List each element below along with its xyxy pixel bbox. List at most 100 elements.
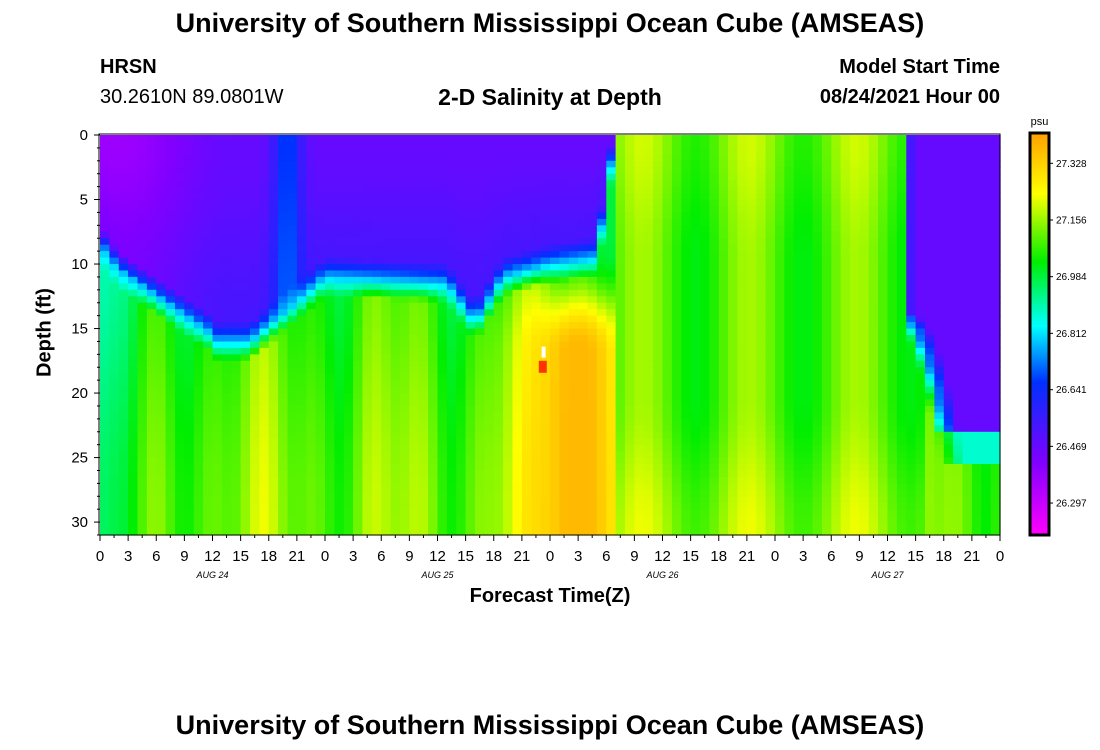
heatmap-cell [512, 360, 523, 368]
heatmap-cell [334, 509, 345, 517]
heatmap-cell [446, 335, 457, 343]
heatmap-cell [371, 212, 382, 220]
heatmap-cell [512, 251, 523, 259]
heatmap-cell [212, 528, 223, 536]
heatmap-cell [700, 218, 710, 226]
heatmap-cell [287, 147, 298, 155]
heatmap-cell [212, 199, 223, 207]
heatmap-cell [268, 147, 279, 155]
heatmap-cell [390, 193, 401, 201]
heatmap-cell [578, 199, 589, 207]
heatmap-cell [831, 328, 842, 336]
heatmap-cell [812, 451, 823, 459]
heatmap-cell [446, 154, 457, 162]
heatmap-cell [596, 270, 607, 278]
heatmap-cell [718, 489, 729, 497]
heatmap-cell [137, 173, 148, 181]
heatmap-cell [625, 231, 635, 239]
heatmap-cell [550, 373, 560, 381]
heatmap-cell [100, 451, 110, 459]
heatmap-cell [700, 360, 710, 368]
heatmap-cell [775, 496, 785, 504]
heatmap-cell [231, 141, 242, 149]
heatmap-cell [353, 173, 364, 181]
heatmap-cell [531, 322, 542, 330]
heatmap-cell [437, 341, 448, 349]
heatmap-cell [671, 335, 682, 343]
heatmap-cell [268, 418, 279, 426]
heatmap-cell [475, 186, 485, 194]
heatmap-cell [784, 341, 795, 349]
heatmap-cell [728, 276, 739, 284]
heatmap-cell [578, 386, 589, 394]
heatmap-cell [128, 309, 139, 317]
heatmap-cell [793, 180, 804, 188]
heatmap-cell [268, 160, 279, 168]
heatmap-cell [212, 457, 223, 465]
heatmap-cell [146, 412, 157, 420]
heatmap-cell [531, 154, 542, 162]
heatmap-cell [343, 302, 354, 310]
heatmap-cell [728, 367, 739, 375]
heatmap-cell [175, 412, 185, 420]
heatmap-cell [587, 335, 598, 343]
heatmap-cell [146, 238, 157, 246]
heatmap-cell [146, 399, 157, 407]
heatmap-cell [334, 154, 345, 162]
heatmap-cell [606, 341, 617, 349]
heatmap-cell [296, 522, 307, 530]
heatmap-cell [203, 167, 214, 175]
heatmap-cell [203, 218, 214, 226]
heatmap-cell [643, 528, 654, 536]
heatmap-cell [231, 231, 242, 239]
heatmap-cell [371, 444, 382, 452]
heatmap-cell [784, 160, 795, 168]
heatmap-cell [775, 147, 785, 155]
heatmap-cell [109, 457, 120, 465]
heatmap-cell [250, 160, 260, 168]
heatmap-cell [278, 283, 289, 291]
heatmap-cell [550, 360, 560, 368]
heatmap-cell [756, 173, 767, 181]
heatmap-cell [606, 283, 617, 291]
heatmap-cell [700, 296, 710, 304]
heatmap-cell [634, 386, 645, 394]
heatmap-cell [118, 257, 129, 265]
heatmap-cell [278, 225, 289, 233]
heatmap-cell [362, 502, 373, 510]
heatmap-cell [821, 154, 832, 162]
heatmap-cell [128, 193, 139, 201]
heatmap-cell [662, 193, 673, 201]
heatmap-cell [428, 238, 439, 246]
heatmap-cell [803, 509, 814, 517]
heatmap-cell [850, 147, 860, 155]
heatmap-cell [653, 341, 664, 349]
heatmap-cell [193, 489, 204, 497]
heatmap-cell [728, 283, 739, 291]
heatmap-cell [428, 412, 439, 420]
heatmap-cell [118, 496, 129, 504]
heatmap-cell [568, 251, 579, 259]
heatmap-cell [587, 251, 598, 259]
heatmap-cell [559, 180, 570, 188]
heatmap-cell [803, 502, 814, 510]
heatmap-cell [850, 135, 860, 143]
heatmap-cell [381, 251, 392, 259]
heatmap-cell [700, 496, 710, 504]
heatmap-cell [128, 270, 139, 278]
heatmap-cell [540, 173, 551, 181]
heatmap-cell [250, 141, 260, 149]
heatmap-cell [231, 431, 242, 439]
heatmap-cell [240, 406, 251, 414]
heatmap-cell [606, 515, 617, 523]
heatmap-cell [831, 412, 842, 420]
heatmap-cell [390, 302, 401, 310]
heatmap-cell [240, 418, 251, 426]
heatmap-cell [662, 502, 673, 510]
heatmap-cell [718, 283, 729, 291]
heatmap-cell [831, 147, 842, 155]
heatmap-cell [578, 251, 589, 259]
heatmap-cell [287, 444, 298, 452]
heatmap-cell [428, 276, 439, 284]
heatmap-cell [503, 238, 514, 246]
